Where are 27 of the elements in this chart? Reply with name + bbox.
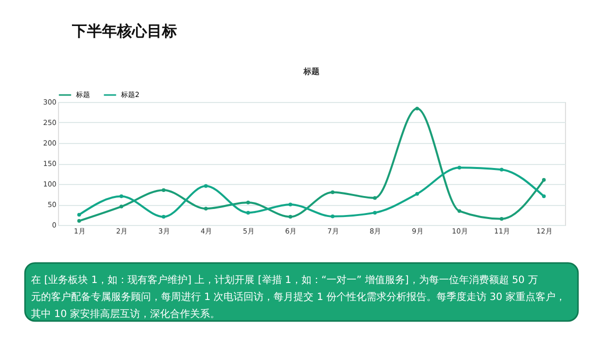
point bbox=[162, 188, 166, 192]
point bbox=[330, 190, 334, 194]
point bbox=[77, 219, 81, 223]
point bbox=[288, 214, 292, 219]
point bbox=[458, 166, 462, 170]
point bbox=[500, 216, 504, 221]
chart-title: 标题 bbox=[302, 67, 320, 76]
point bbox=[246, 210, 250, 215]
point bbox=[204, 206, 208, 210]
text: 下半年核心目标 bbox=[71, 22, 177, 40]
point bbox=[458, 209, 462, 213]
point bbox=[246, 200, 250, 204]
text: 在 [业务板块 1，如：现有客户维护] 上，计划开展 [举措 1，如：“一对一” 增值服务]，为每一位年消费额超 50 万元的客户配备专属服务顾问，每周进行 1 次电话回访，每月提交 1 份个性化需求分析报告。每季度走访 30 家重点客户，其中 10 家安排高层互访，深化合作关系。 bbox=[31, 274, 566, 320]
point bbox=[415, 106, 419, 110]
point bbox=[373, 196, 377, 200]
point bbox=[415, 192, 419, 196]
point bbox=[500, 168, 504, 172]
point bbox=[542, 178, 546, 182]
point bbox=[288, 202, 292, 206]
point bbox=[330, 214, 334, 218]
point bbox=[162, 214, 166, 219]
point bbox=[120, 194, 124, 198]
point bbox=[204, 184, 208, 188]
point bbox=[373, 210, 377, 215]
point bbox=[120, 204, 124, 208]
point bbox=[77, 212, 81, 217]
point bbox=[542, 194, 546, 198]
